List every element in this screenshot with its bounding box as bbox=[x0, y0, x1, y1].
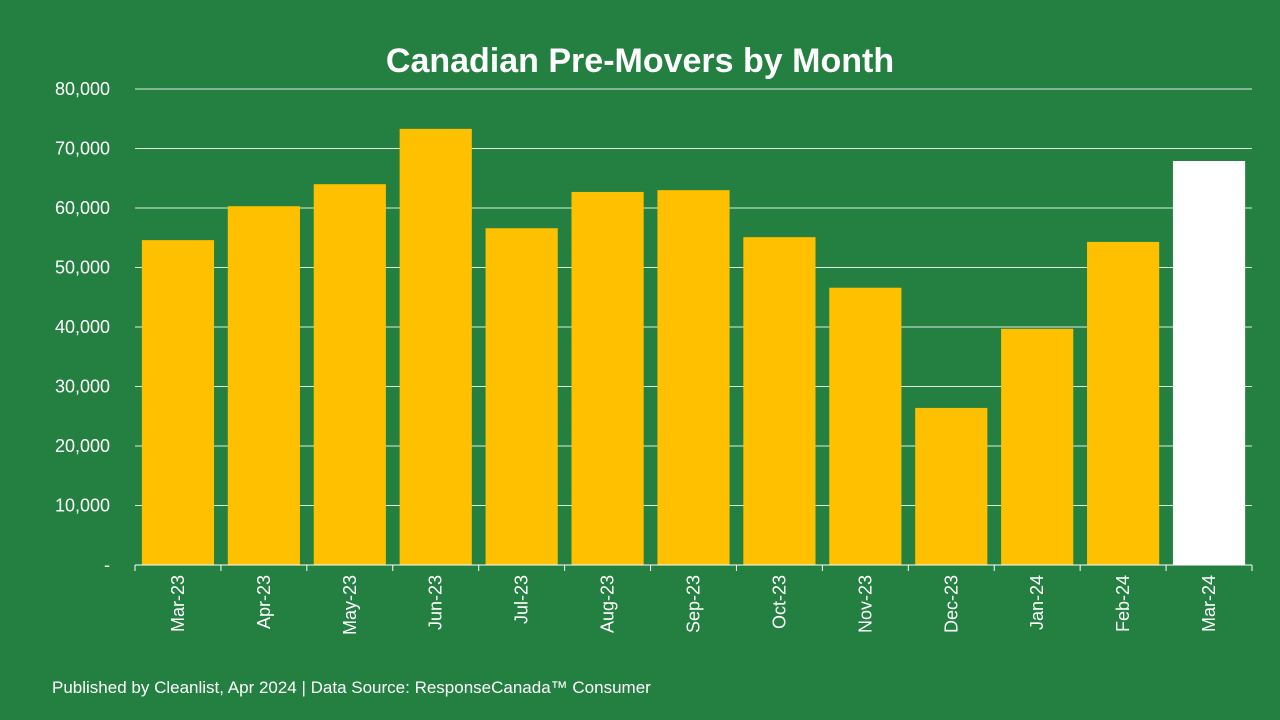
bar bbox=[313, 184, 386, 565]
x-tick-label: Aug-23 bbox=[598, 575, 618, 633]
x-tick-label: Mar-23 bbox=[168, 575, 188, 632]
bar bbox=[227, 206, 300, 565]
x-tick-label: Jul-23 bbox=[512, 575, 532, 624]
bar bbox=[829, 287, 902, 565]
bar bbox=[399, 128, 472, 566]
x-tick-label: Jan-24 bbox=[1027, 575, 1047, 630]
x-tick-label: Sep-23 bbox=[684, 575, 704, 633]
bar bbox=[485, 228, 558, 566]
y-tick-label: 40,000 bbox=[55, 317, 110, 337]
y-tick-label: 70,000 bbox=[55, 139, 110, 159]
bar bbox=[743, 237, 816, 565]
y-tick-label: 20,000 bbox=[55, 436, 110, 456]
bar bbox=[571, 191, 644, 565]
footer-source: Published by Cleanlist, Apr 2024 | Data … bbox=[52, 678, 651, 697]
bar bbox=[915, 407, 988, 565]
x-tick-label: Oct-23 bbox=[769, 575, 789, 629]
y-tick-label: 50,000 bbox=[55, 258, 110, 278]
y-tick-label: 30,000 bbox=[55, 377, 110, 397]
y-tick-label: 10,000 bbox=[55, 496, 110, 516]
x-tick-label: Nov-23 bbox=[855, 575, 875, 633]
bar bbox=[657, 190, 730, 565]
x-tick-label: Feb-24 bbox=[1113, 575, 1133, 632]
x-tick-label: May-23 bbox=[340, 575, 360, 635]
bar bbox=[1172, 160, 1246, 565]
bar bbox=[141, 240, 215, 565]
y-tick-label: - bbox=[104, 555, 110, 575]
bar bbox=[1087, 241, 1160, 566]
bar bbox=[1001, 328, 1074, 565]
chart-title: Canadian Pre-Movers by Month bbox=[385, 42, 895, 80]
y-tick-label: 60,000 bbox=[55, 198, 110, 218]
y-tick-label: 80,000 bbox=[55, 79, 110, 99]
x-tick-label: Apr-23 bbox=[254, 575, 274, 629]
x-tick-label: Jun-23 bbox=[426, 575, 446, 630]
x-tick-label: Mar-24 bbox=[1199, 575, 1219, 632]
x-tick-label: Dec-23 bbox=[941, 575, 961, 633]
